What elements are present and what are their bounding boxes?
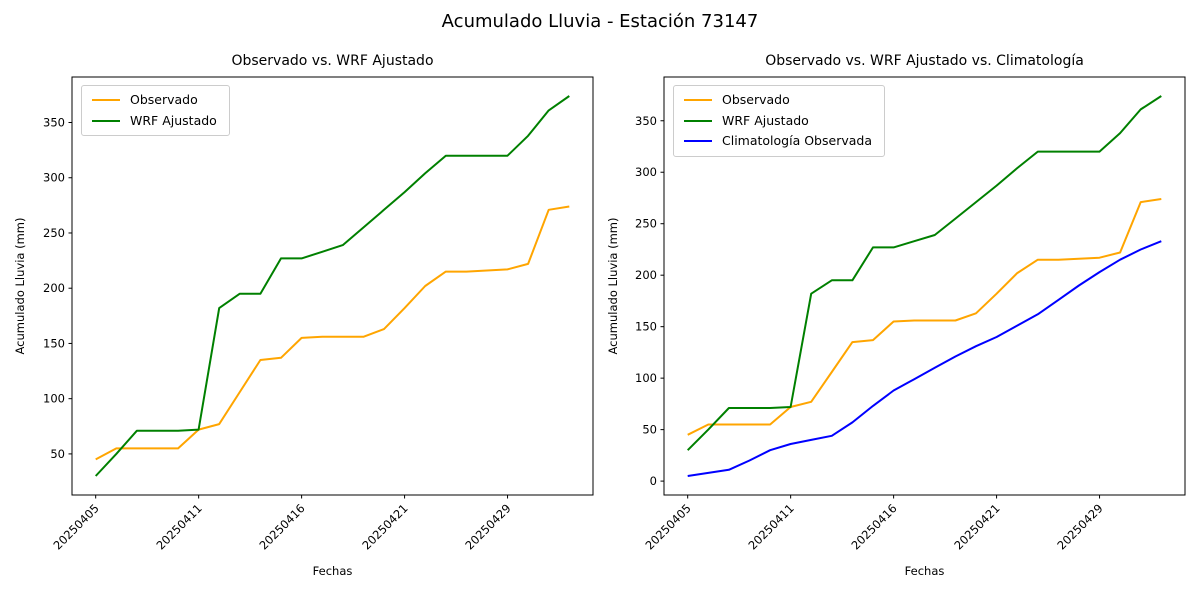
plot-spines: [71, 76, 594, 496]
right-plot-legend: Observado WRF Ajustado Climatología Observ…: [673, 85, 885, 157]
x-tick-label: 20250416: [256, 501, 307, 552]
legend-line-swatch: [92, 119, 120, 122]
y-tick-label: 50: [642, 423, 657, 437]
right-plot-ylabel: Acumulado Lluvia (mm): [606, 217, 620, 355]
y-tick-label: 250: [43, 226, 65, 240]
left-plot-ylabel: Acumulado Lluvia (mm): [13, 217, 27, 355]
series-line-climatología-observada: [687, 240, 1162, 477]
y-tick-label: 200: [43, 281, 65, 295]
y-tick-label: 250: [635, 217, 657, 231]
legend-item: WRF Ajustado: [92, 112, 217, 128]
series-line-observado: [95, 205, 570, 461]
y-tick-label: 0: [650, 474, 657, 488]
legend-line-swatch: [92, 99, 120, 102]
y-tick-label: 150: [635, 320, 657, 334]
y-tick-label: 150: [43, 336, 65, 350]
y-tick-label: 350: [635, 114, 657, 128]
legend-label: Climatología Observada: [722, 133, 872, 148]
y-tick-label: 350: [43, 116, 65, 130]
y-tick-label: 50: [50, 447, 65, 461]
legend-item: WRF Ajustado: [684, 112, 872, 128]
x-tick-label: 20250421: [951, 501, 1002, 552]
left-plot-xlabel: Fechas: [312, 564, 353, 578]
axes-0: 50 100 150 200 250 300 350 20250405 20250411 2025…: [43, 76, 594, 553]
y-tick-label: 300: [635, 165, 657, 179]
x-tick-label: 20250429: [1054, 501, 1105, 552]
legend-line-swatch: [684, 99, 712, 102]
x-tick-label: 20250411: [745, 501, 796, 552]
legend-label: WRF Ajustado: [130, 112, 217, 128]
legend-item: Climatología Observada: [684, 133, 872, 148]
legend-item: Observado: [92, 92, 217, 107]
y-tick-label: 300: [43, 171, 65, 185]
y-tick-label: 100: [635, 371, 657, 385]
legend-label: WRF Ajustado: [722, 112, 809, 128]
y-tick-label: 200: [635, 268, 657, 282]
right-plot-title: Observado vs. WRF Ajustado vs. Climatolo…: [765, 53, 1084, 69]
series-line-wrf-ajustado: [686, 95, 1162, 451]
figure-title: Acumulado Lluvia - Estación 73147: [441, 11, 759, 32]
left-plot-legend: Observado WRF Ajustado: [81, 85, 230, 136]
legend-line-swatch: [684, 119, 712, 122]
y-tick-label: 100: [43, 392, 65, 406]
legend-item: Observado: [684, 92, 872, 107]
x-tick-label: 20250405: [643, 501, 694, 552]
x-tick-label: 20250421: [359, 501, 410, 552]
left-plot-title: Observado vs. WRF Ajustado: [231, 53, 434, 69]
series-line-wrf-ajustado: [94, 95, 570, 477]
legend-line-swatch: [684, 140, 712, 143]
x-tick-label: 20250416: [848, 501, 899, 552]
x-tick-label: 20250429: [462, 501, 513, 552]
right-plot-xlabel: Fechas: [904, 564, 945, 578]
plot-spines: [663, 76, 1186, 496]
legend-label: Observado: [722, 92, 790, 107]
series-line-observado: [687, 198, 1162, 436]
x-tick-label: 20250411: [153, 501, 204, 552]
legend-label: Observado: [130, 92, 198, 107]
x-tick-label: 20250405: [51, 501, 102, 552]
